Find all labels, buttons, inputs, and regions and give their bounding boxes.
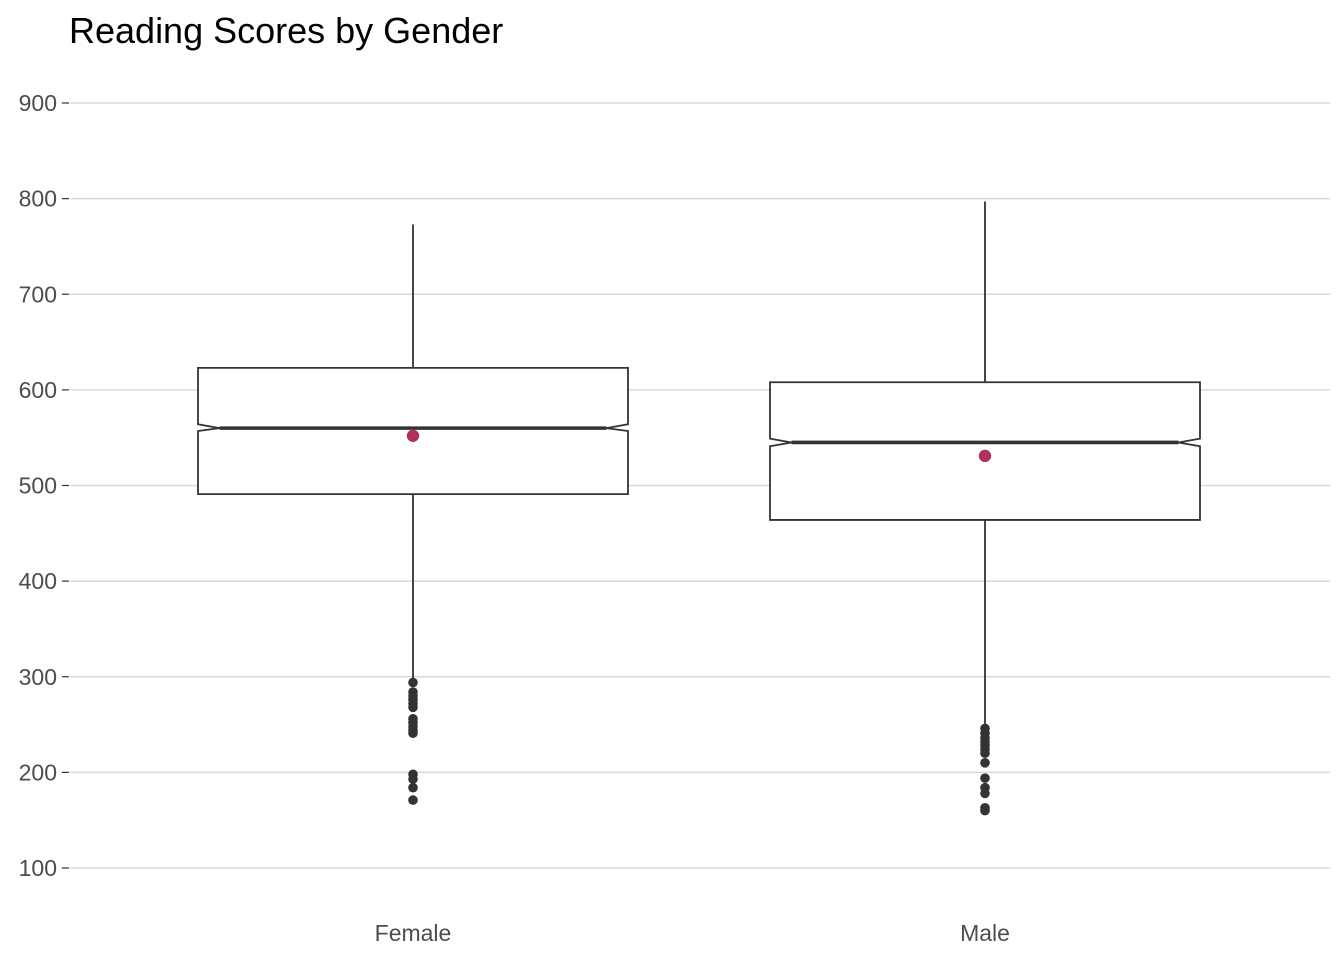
outlier-female-13 [408,782,418,793]
outlier-male-10 [980,788,990,799]
outlier-male-6 [980,748,990,759]
mean-point-female [406,429,420,442]
x-tick-label-male: Male [960,920,1010,946]
y-tick-label-500: 500 [19,473,57,499]
outlier-female-5 [408,702,418,713]
y-tick-label-800: 800 [19,186,57,212]
y-tick-label-400: 400 [19,568,57,594]
outlier-female-0 [408,677,418,688]
y-tick-label-300: 300 [19,664,57,690]
box-male [769,201,1201,816]
x-axis: Female Male [375,920,1010,946]
box-female [197,224,629,805]
y-axis: 100 200 300 400 500 600 700 800 900 [19,90,69,881]
y-tick-label-900: 900 [19,90,57,116]
outlier-male-7 [980,758,990,768]
outlier-male-12 [980,805,990,816]
y-tick-label-200: 200 [19,759,57,785]
y-tick-label-700: 700 [19,281,57,307]
boxplots [197,201,1201,816]
outlier-female-10 [408,728,418,738]
mean-point-male [978,449,992,463]
chart-title: Reading Scores by Gender [69,10,503,51]
x-tick-label-female: Female [375,920,452,946]
outlier-female-12 [408,774,418,784]
outlier-female-14 [408,795,418,805]
y-tick-label-100: 100 [19,855,57,881]
outlier-male-8 [980,773,990,783]
y-tick-label-600: 600 [19,377,57,403]
